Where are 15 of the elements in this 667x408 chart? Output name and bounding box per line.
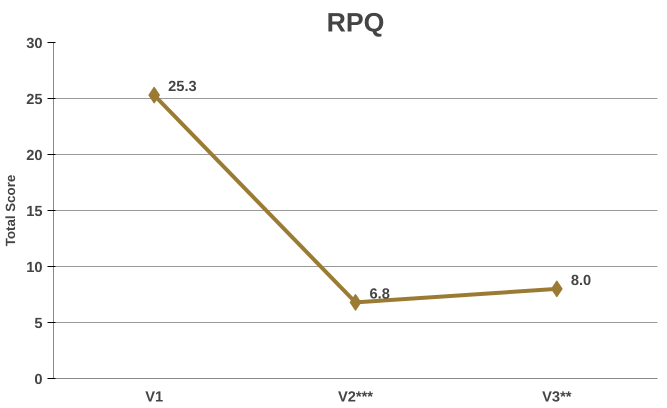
chart-title: RPQ [326, 8, 384, 38]
x-tick-label: V3** [542, 390, 572, 406]
y-tick-label: 15 [26, 204, 43, 220]
data-label: 6.8 [370, 286, 390, 302]
y-tick-label: 20 [26, 148, 43, 164]
y-tick-label: 5 [34, 316, 43, 332]
data-label: 8.0 [570, 272, 592, 289]
y-tick-label: 30 [26, 36, 43, 52]
data-label: 25.3 [168, 79, 197, 96]
y-axis-title: Total Score [3, 174, 18, 246]
y-tick-label: 25 [26, 92, 43, 108]
x-tick-label: V2*** [338, 390, 374, 406]
y-tick-label: 10 [26, 260, 43, 276]
y-tick-label: 0 [34, 372, 43, 388]
x-tick-label: V1 [145, 390, 164, 406]
